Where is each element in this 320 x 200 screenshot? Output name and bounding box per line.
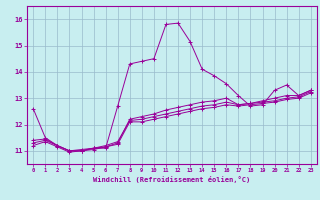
X-axis label: Windchill (Refroidissement éolien,°C): Windchill (Refroidissement éolien,°C) (93, 176, 251, 183)
